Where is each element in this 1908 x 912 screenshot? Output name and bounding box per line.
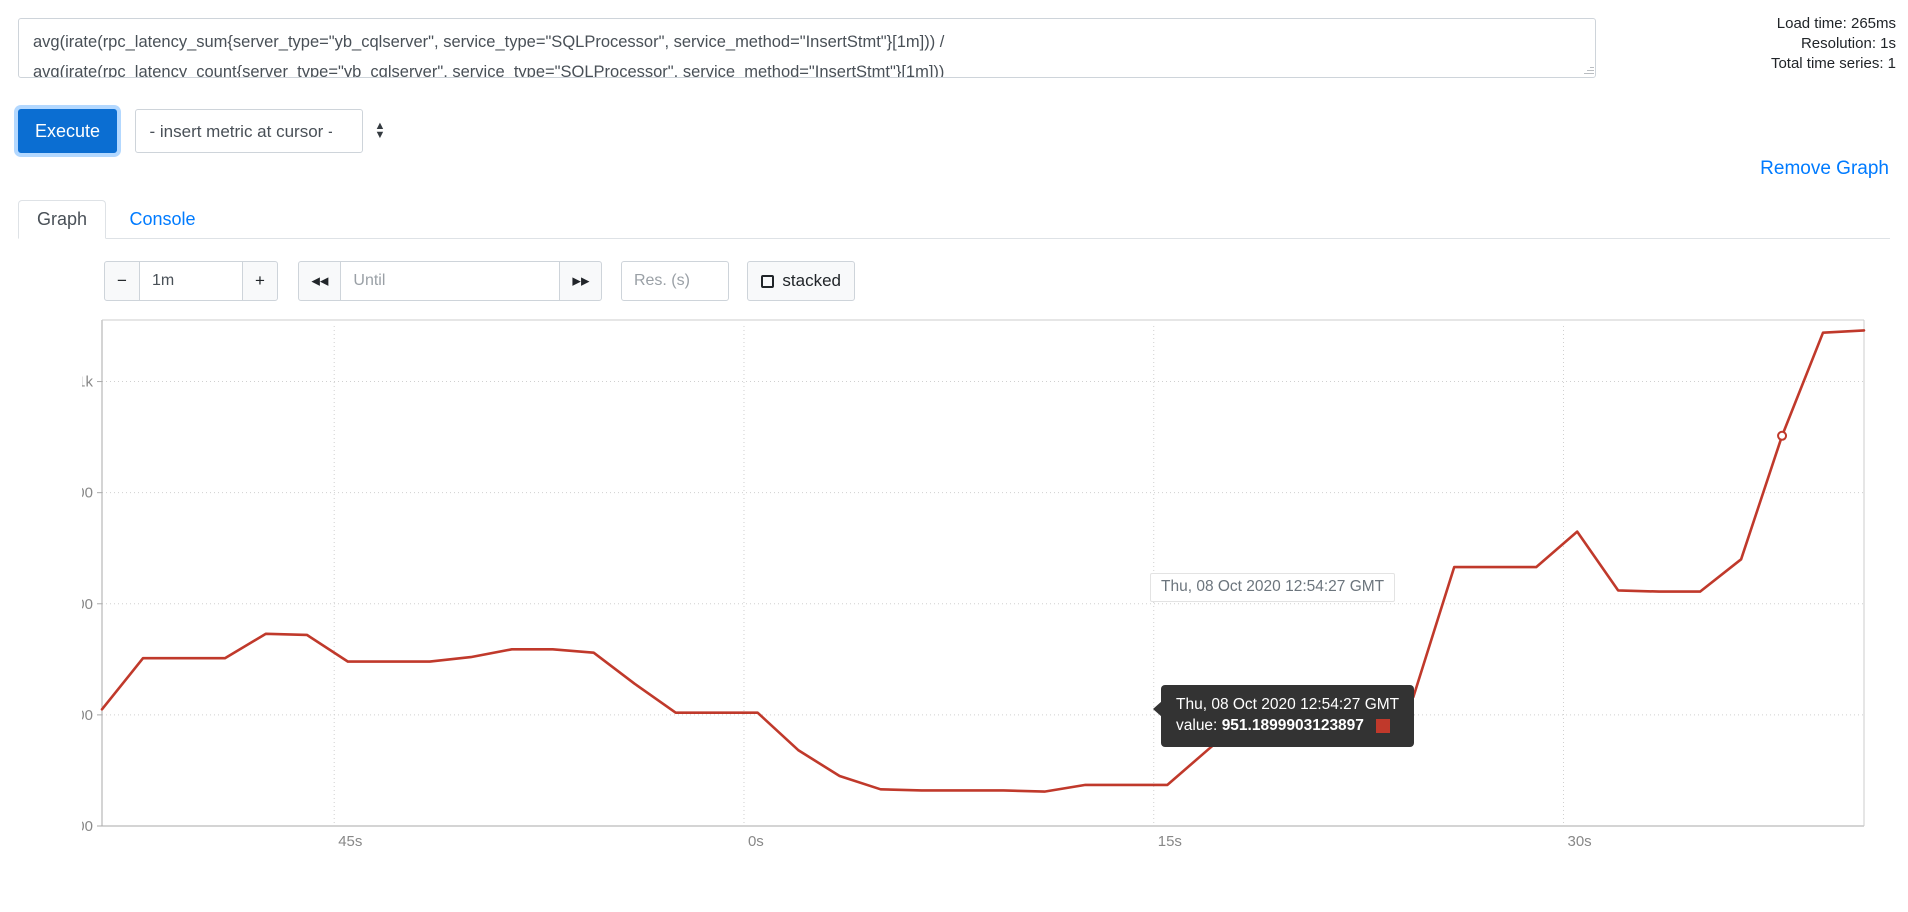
- stacked-label: stacked: [782, 271, 841, 290]
- svg-text:700: 700: [82, 707, 93, 724]
- remove-graph-link[interactable]: Remove Graph: [1760, 158, 1889, 179]
- tooltip-value-row: value: 951.1899903123897: [1176, 715, 1399, 736]
- svg-text:800: 800: [82, 596, 93, 613]
- stacked-group: stacked: [747, 261, 855, 301]
- panel-tabs: Graph Console: [18, 200, 1890, 239]
- load-time: Load time: 265ms: [1776, 15, 1896, 32]
- checkbox-icon: [761, 274, 775, 288]
- expression-input[interactable]: avg(irate(rpc_latency_sum{server_type="y…: [18, 18, 1596, 78]
- query-stats: Load time: 265ms Resolution: 1s Total ti…: [1771, 14, 1896, 74]
- resolution-input[interactable]: [620, 261, 729, 301]
- svg-text:15s: 15s: [1158, 833, 1182, 850]
- step-backward-button[interactable]: ◂◂: [298, 261, 342, 301]
- svg-text:900: 900: [82, 485, 93, 502]
- svg-text:600: 600: [82, 818, 93, 835]
- select-chevron-icon: ▲ ▼: [374, 120, 386, 141]
- execute-row: Execute - insert metric at cursor -: [18, 109, 363, 153]
- graph-controls: − + ◂◂ ▸▸ stacked: [104, 261, 871, 301]
- tooltip-value-text: value: 951.1899903123897: [1176, 715, 1364, 736]
- tooltip-timestamp: Thu, 08 Oct 2020 12:54:27 GMT: [1176, 696, 1400, 713]
- range-group: − +: [104, 261, 278, 301]
- metric-select[interactable]: - insert metric at cursor -: [134, 109, 363, 153]
- expression-input-wrapper: avg(irate(rpc_latency_sum{server_type="y…: [18, 18, 1596, 78]
- x-axis-hover-label: Thu, 08 Oct 2020 12:54:27 GMT: [1150, 573, 1396, 602]
- until-input[interactable]: [340, 261, 561, 301]
- total-time-series: Total time series: 1: [1770, 55, 1896, 72]
- svg-text:30s: 30s: [1568, 833, 1592, 850]
- range-input[interactable]: [138, 261, 243, 301]
- resolution-group: [620, 261, 729, 301]
- time-group: ◂◂ ▸▸: [298, 261, 603, 301]
- line-chart[interactable]: 600 700 800 900 1k 45s 0s 15s 30s: [82, 318, 1872, 898]
- tab-console[interactable]: Console: [129, 209, 196, 229]
- execute-button[interactable]: Execute: [18, 109, 118, 153]
- tooltip-series-swatch: [1375, 718, 1390, 733]
- tooltip-arrow: [1153, 701, 1162, 717]
- tab-graph[interactable]: Graph: [18, 200, 107, 239]
- range-decrease-button[interactable]: −: [104, 261, 140, 301]
- tooltip-value: 951.1899903123897: [1221, 717, 1364, 734]
- resolution-info: Resolution: 1s: [1800, 35, 1896, 52]
- range-increase-button[interactable]: +: [241, 261, 278, 301]
- step-forward-button[interactable]: ▸▸: [559, 261, 603, 301]
- graph-tooltip: Thu, 08 Oct 2020 12:54:27 GMT value: 951…: [1153, 685, 1415, 747]
- stacked-toggle-button[interactable]: stacked: [747, 261, 855, 301]
- chart-area[interactable]: 600 700 800 900 1k 45s 0s 15s 30s: [82, 318, 1872, 898]
- svg-text:45s: 45s: [338, 833, 362, 850]
- svg-text:1k: 1k: [82, 374, 93, 391]
- tooltip-value-prefix: value:: [1176, 717, 1218, 734]
- svg-text:0s: 0s: [748, 833, 764, 850]
